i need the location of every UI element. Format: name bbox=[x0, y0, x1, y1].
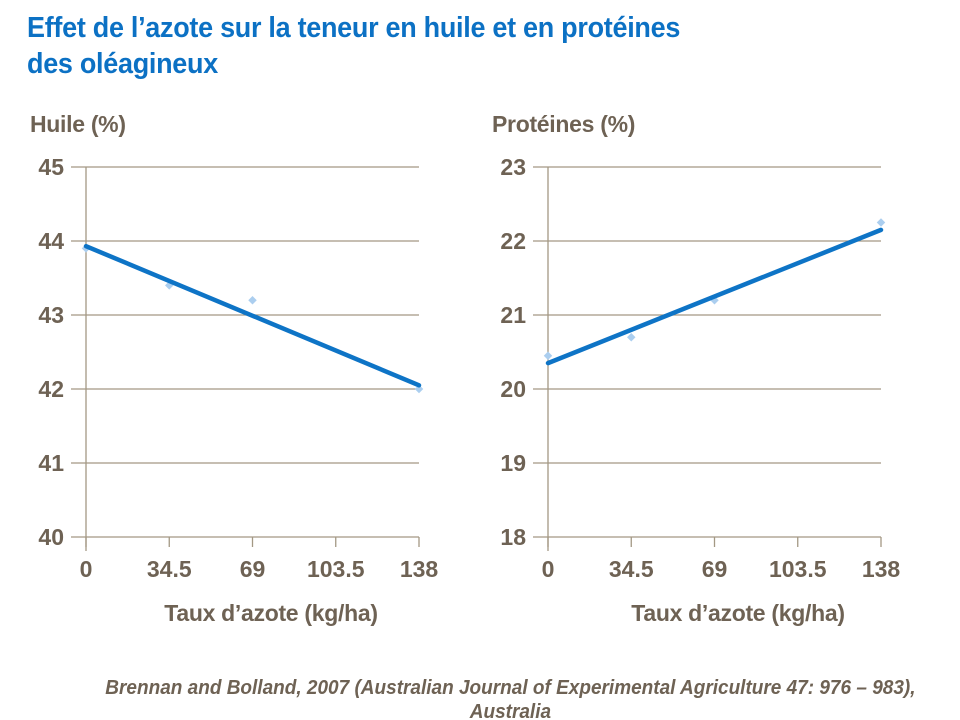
chart-huile-plot: 45 44 43 42 41 40 0 34.5 69 103.5 138 bbox=[38, 154, 439, 582]
chart-proteines-title: Protéines (%) bbox=[492, 111, 636, 137]
x-tick-label: 0 bbox=[80, 556, 93, 582]
slide-title-line2: des oléagineux bbox=[27, 48, 218, 80]
data-point-marker bbox=[248, 295, 257, 305]
x-tick-label: 103.5 bbox=[307, 556, 365, 582]
citation: Brennan and Bolland, 2007 (Australian Jo… bbox=[105, 677, 916, 720]
y-tick-label: 21 bbox=[500, 302, 526, 328]
y-tick-label: 22 bbox=[500, 228, 526, 254]
chart-proteines-plot: 23 22 21 20 19 18 0 34.5 69 103.5 138 bbox=[500, 154, 901, 582]
y-tick-label: 41 bbox=[38, 450, 64, 476]
chart-proteines-x-axis-label: Taux d’azote (kg/ha) bbox=[631, 600, 845, 626]
slide-title: Effet de l’azote sur la teneur en huile … bbox=[27, 10, 680, 82]
chart-huile-title: Huile (%) bbox=[30, 111, 126, 137]
trendline bbox=[545, 227, 884, 366]
trendline bbox=[83, 243, 422, 388]
y-tick-label: 44 bbox=[38, 228, 64, 254]
x-tick-label: 103.5 bbox=[769, 556, 827, 582]
data-point-marker bbox=[627, 332, 636, 342]
chart-huile-x-axis-label: Taux d’azote (kg/ha) bbox=[164, 600, 378, 626]
x-tick-label: 34.5 bbox=[147, 556, 192, 582]
y-tick-label: 42 bbox=[38, 376, 64, 402]
x-tick-label: 69 bbox=[702, 556, 728, 582]
y-tick-label: 23 bbox=[500, 154, 526, 180]
chart-huile: Huile (%) 45 44 43 42 41 40 0 34.5 69 103.5 138 Ta… bbox=[24, 104, 454, 627]
y-tick-label: 43 bbox=[38, 302, 64, 328]
x-tick-label: 69 bbox=[240, 556, 266, 582]
x-tick-label: 34.5 bbox=[609, 556, 654, 582]
x-tick-label: 138 bbox=[400, 556, 439, 582]
y-tick-label: 18 bbox=[500, 524, 526, 550]
data-point-marker bbox=[414, 384, 424, 394]
y-tick-label: 19 bbox=[500, 450, 526, 476]
data-point-marker bbox=[876, 218, 886, 227]
data-point-marker bbox=[543, 351, 553, 360]
x-tick-label: 0 bbox=[542, 556, 555, 582]
slide-title-line1: Effet de l’azote sur la teneur en huile … bbox=[27, 12, 681, 44]
y-tick-label: 20 bbox=[500, 376, 526, 402]
y-tick-label: 45 bbox=[38, 154, 64, 180]
x-tick-label: 138 bbox=[862, 556, 901, 582]
y-tick-label: 40 bbox=[38, 524, 64, 550]
chart-proteines: Protéines (%) 23 22 21 20 19 18 0 34.5 69 103.5 13… bbox=[486, 104, 916, 627]
